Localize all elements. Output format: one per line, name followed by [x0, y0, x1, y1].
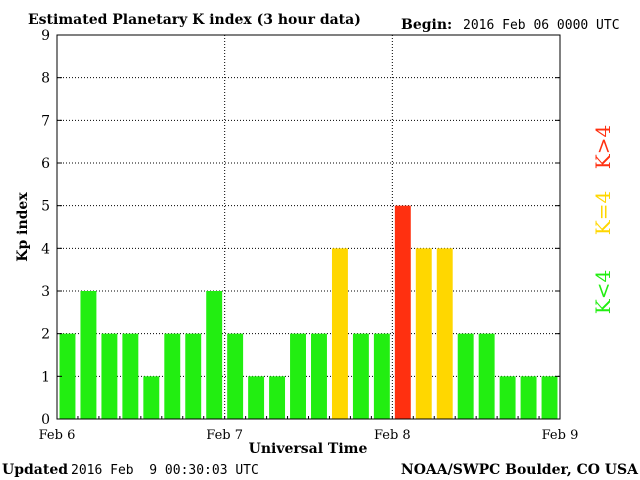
y-tick-label: 0 — [41, 412, 50, 428]
x-tick-label: Feb 9 — [542, 428, 579, 443]
x-tick-label: Feb 8 — [374, 428, 411, 443]
x-tick-label: Feb 7 — [206, 428, 243, 443]
x-tick-label: Feb 6 — [39, 428, 76, 443]
kp-bar — [499, 376, 516, 419]
kp-bar — [352, 333, 369, 419]
y-tick-label: 6 — [41, 156, 50, 172]
updated-value: 2016 Feb 9 00:30:03 UTC — [71, 463, 259, 478]
y-axis-ticks: 0 1 2 3 4 5 6 7 8 9 — [41, 28, 560, 428]
kp-bar — [290, 333, 306, 419]
legend-k-above-4: K>4 — [591, 125, 615, 169]
y-tick-label: 7 — [41, 113, 50, 129]
kp-bar — [227, 333, 244, 419]
kp-bar — [373, 333, 390, 419]
kp-bar — [415, 248, 432, 419]
kp-bar — [164, 333, 181, 419]
kp-bar — [394, 205, 411, 419]
y-axis-title: Kp index — [15, 192, 31, 262]
x-axis-title: Universal Time — [249, 441, 368, 457]
kp-bar — [80, 291, 97, 419]
x-axis-ticks: Feb 6 Feb 7 Feb 8 Feb 9 — [39, 416, 579, 443]
y-tick-label: 9 — [41, 28, 50, 44]
y-tick-label: 8 — [41, 71, 50, 87]
kp-bar — [331, 248, 348, 419]
y-tick-label: 3 — [41, 284, 50, 300]
kp-bar — [248, 376, 265, 419]
kp-bar — [520, 376, 537, 419]
kp-bar — [436, 248, 453, 419]
chart-title: Estimated Planetary K index (3 hour data… — [28, 12, 361, 28]
kp-bar — [101, 333, 118, 419]
y-tick-label: 1 — [41, 369, 50, 385]
kp-bar — [185, 333, 202, 419]
kp-bar — [311, 333, 327, 419]
updated-label: Updated — [2, 462, 68, 478]
legend-k-equal-4: K=4 — [591, 191, 615, 235]
begin-value: 2016 Feb 06 0000 UTC — [463, 18, 620, 33]
y-tick-label: 2 — [41, 327, 50, 343]
kp-bar — [59, 333, 76, 419]
y-tick-label: 4 — [41, 241, 50, 257]
kp-bar — [122, 333, 139, 419]
kp-bar — [541, 376, 558, 419]
begin-label: Begin: — [401, 17, 452, 33]
y-tick-label: 5 — [41, 199, 50, 215]
bar-series — [59, 205, 558, 419]
kp-bar — [143, 376, 160, 419]
source-credit: NOAA/SWPC Boulder, CO USA — [401, 462, 639, 478]
kp-bar — [457, 333, 474, 419]
kp-bar — [478, 333, 495, 419]
kp-bar — [206, 291, 223, 419]
grid-lines — [57, 34, 560, 419]
kp-bar — [269, 376, 286, 419]
legend-k-below-4: K<4 — [591, 270, 615, 314]
